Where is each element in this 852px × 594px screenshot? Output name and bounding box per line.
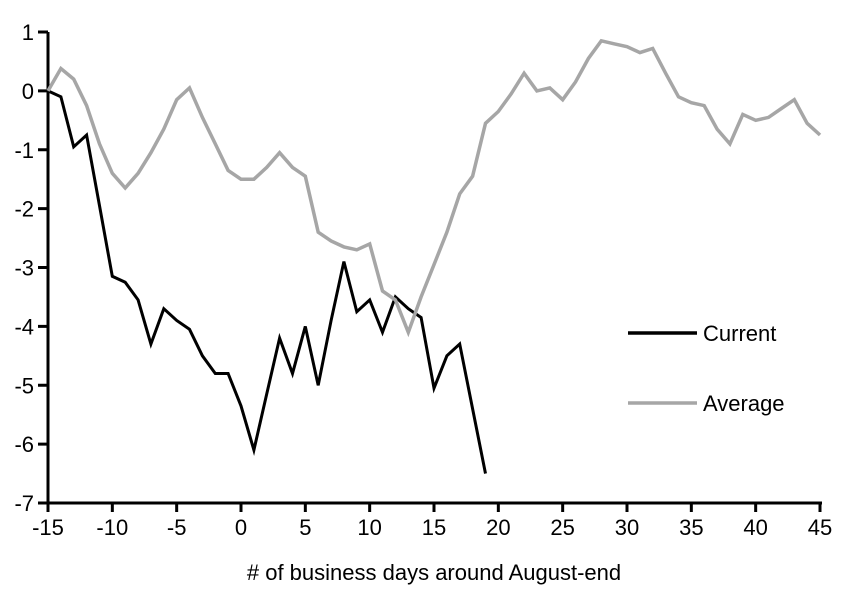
x-tick-label: 0 — [235, 515, 247, 540]
current-line — [47, 89, 487, 474]
y-tick-label: -3 — [14, 256, 34, 281]
y-tick-label: -4 — [14, 314, 34, 339]
x-tick-label: 30 — [615, 515, 639, 540]
average-line — [46, 38, 822, 338]
legend: Current Average — [628, 321, 785, 416]
y-tick-label: -1 — [14, 138, 34, 163]
x-tick-label: 20 — [486, 515, 510, 540]
x-axis-title: # of business days around August-end — [247, 560, 621, 585]
legend-current-label: Current — [703, 321, 776, 346]
legend-average-label: Average — [703, 391, 785, 416]
y-tick-label: 1 — [22, 20, 34, 45]
x-tick-label: 45 — [808, 515, 832, 540]
x-tick-label: 25 — [550, 515, 574, 540]
x-tick-label: 10 — [357, 515, 381, 540]
x-tick-label: -5 — [167, 515, 187, 540]
y-tick-label: -2 — [14, 197, 34, 222]
x-tick-label: 5 — [299, 515, 311, 540]
y-tick-label: 0 — [22, 79, 34, 104]
x-tick-label: 40 — [743, 515, 767, 540]
x-tick-label: -10 — [96, 515, 128, 540]
x-tick-label: 15 — [422, 515, 446, 540]
y-tick-label: -6 — [14, 432, 34, 457]
x-tick-label: 35 — [679, 515, 703, 540]
y-tick-label: -7 — [14, 491, 34, 516]
axes — [46, 32, 822, 505]
x-tick-label: -15 — [32, 515, 64, 540]
y-tick-label: -5 — [14, 373, 34, 398]
plot-layer: -15 -10 -5 0 5 10 15 20 25 30 35 40 4510-1-2-3-4-5-6… — [14, 20, 832, 540]
